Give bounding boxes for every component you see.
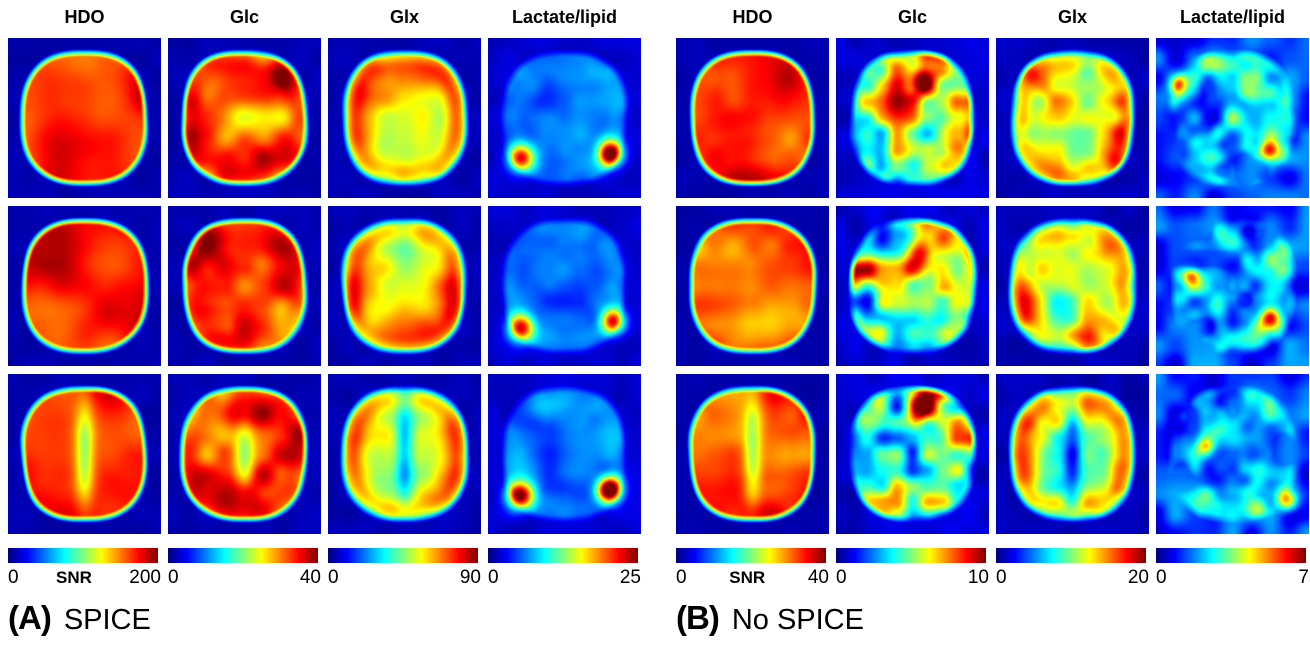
colorbar-max-label: 25	[619, 567, 641, 588]
colorbars-a: 0 SNR 200 0 40 0 90	[8, 548, 641, 589]
map-glx-row3	[996, 374, 1149, 534]
colorbar-max-label: 200	[129, 567, 161, 588]
panel-spice: HDO Glc Glx Lactate/lipid 0 SNR 200 0	[8, 6, 641, 637]
colorbar-glc-b	[836, 548, 986, 563]
colorbar-block-hdo-b: 0 SNR 40	[676, 548, 829, 589]
colorbar-block-glc-b: 0 10	[836, 548, 989, 589]
column-header-lactate-lipid: Lactate/lipid	[1179, 7, 1286, 27]
colorbar-max-label: 40	[807, 567, 829, 588]
panel-letter-a: (A)	[8, 599, 52, 636]
column-header-hdo: HDO	[64, 7, 105, 27]
map-glx-row1	[996, 38, 1149, 198]
map-glx-row3	[328, 374, 481, 534]
column-header-lactate-lipid: Lactate/lipid	[511, 7, 618, 27]
map-hdo-row3	[8, 374, 161, 534]
map-glc-row3	[168, 374, 321, 534]
colorbar-glx-a	[328, 548, 478, 563]
map-lactate-lipid-row3	[1156, 374, 1309, 534]
colorbar-min-label: 0	[1156, 567, 1167, 588]
panel-name-a: SPICE	[63, 604, 151, 636]
map-hdo-row1	[676, 38, 829, 198]
colorbar-min-label: 0	[328, 567, 339, 588]
panel-no-spice: HDO Glc Glx Lactate/lipid 0 SNR 40 0 1	[676, 6, 1309, 637]
column-header-hdo: HDO	[732, 7, 773, 27]
panel-caption-a: (A) SPICE	[8, 599, 641, 637]
map-lactate-lipid-row2	[488, 206, 641, 366]
column-header-glx: Glx	[389, 7, 419, 27]
map-glx-row2	[328, 206, 481, 366]
map-hdo-row2	[676, 206, 829, 366]
column-header-glc: Glc	[897, 7, 927, 27]
figure: HDO Glc Glx Lactate/lipid 0 SNR 200 0	[8, 6, 1309, 637]
colorbar-glx-b	[996, 548, 1146, 563]
colorbar-hdo-b	[676, 548, 826, 563]
map-hdo-row2	[8, 206, 161, 366]
panel-caption-b: (B) No SPICE	[676, 599, 1309, 637]
colorbar-hdo-a	[8, 548, 158, 563]
map-lactate-lipid-row2	[1156, 206, 1309, 366]
colorbar-lactate-lipid-b	[1156, 548, 1306, 563]
map-glc-row3	[836, 374, 989, 534]
colorbars-b: 0 SNR 40 0 10 0 20	[676, 548, 1309, 589]
panel-letter-b: (B)	[676, 599, 720, 636]
colorbar-block-hdo-a: 0 SNR 200	[8, 548, 161, 589]
map-hdo-row1	[8, 38, 161, 198]
colorbar-lactate-lipid-a	[488, 548, 638, 563]
map-glc-row2	[836, 206, 989, 366]
snr-label: SNR	[55, 568, 92, 587]
colorbar-max-label: 40	[299, 567, 321, 588]
colorbar-min-label: 0	[676, 567, 687, 588]
map-glx-row1	[328, 38, 481, 198]
map-lactate-lipid-row1	[488, 38, 641, 198]
map-lactate-lipid-row3	[488, 374, 641, 534]
colorbar-block-glx-a: 0 90	[328, 548, 481, 589]
colorbar-min-label: 0	[488, 567, 499, 588]
map-lactate-lipid-row1	[1156, 38, 1309, 198]
colorbar-max-label: 7	[1298, 567, 1309, 588]
map-glc-row1	[168, 38, 321, 198]
colorbar-block-lactate-lipid-b: 0 7	[1156, 548, 1309, 589]
colorbar-min-label: 0	[996, 567, 1007, 588]
colorbar-max-label: 20	[1127, 567, 1149, 588]
panel-name-b: No SPICE	[731, 604, 864, 636]
column-header-glx: Glx	[1057, 7, 1087, 27]
colorbar-glc-a	[168, 548, 318, 563]
map-hdo-row3	[676, 374, 829, 534]
map-glc-row2	[168, 206, 321, 366]
column-headers-a: HDO Glc Glx Lactate/lipid	[8, 6, 641, 38]
colorbar-block-glc-a: 0 40	[168, 548, 321, 589]
colorbar-block-glx-b: 0 20	[996, 548, 1149, 589]
snr-label: SNR	[729, 568, 766, 587]
column-header-glc: Glc	[229, 7, 259, 27]
map-glx-row2	[996, 206, 1149, 366]
map-grid-b	[676, 38, 1309, 534]
colorbar-min-label: 0	[836, 567, 847, 588]
colorbar-block-lactate-lipid-a: 0 25	[488, 548, 641, 589]
colorbar-max-label: 10	[967, 567, 989, 588]
colorbar-max-label: 90	[459, 567, 481, 588]
colorbar-min-label: 0	[168, 567, 179, 588]
map-grid-a	[8, 38, 641, 534]
column-headers-b: HDO Glc Glx Lactate/lipid	[676, 6, 1309, 38]
map-glc-row1	[836, 38, 989, 198]
colorbar-min-label: 0	[8, 567, 19, 588]
